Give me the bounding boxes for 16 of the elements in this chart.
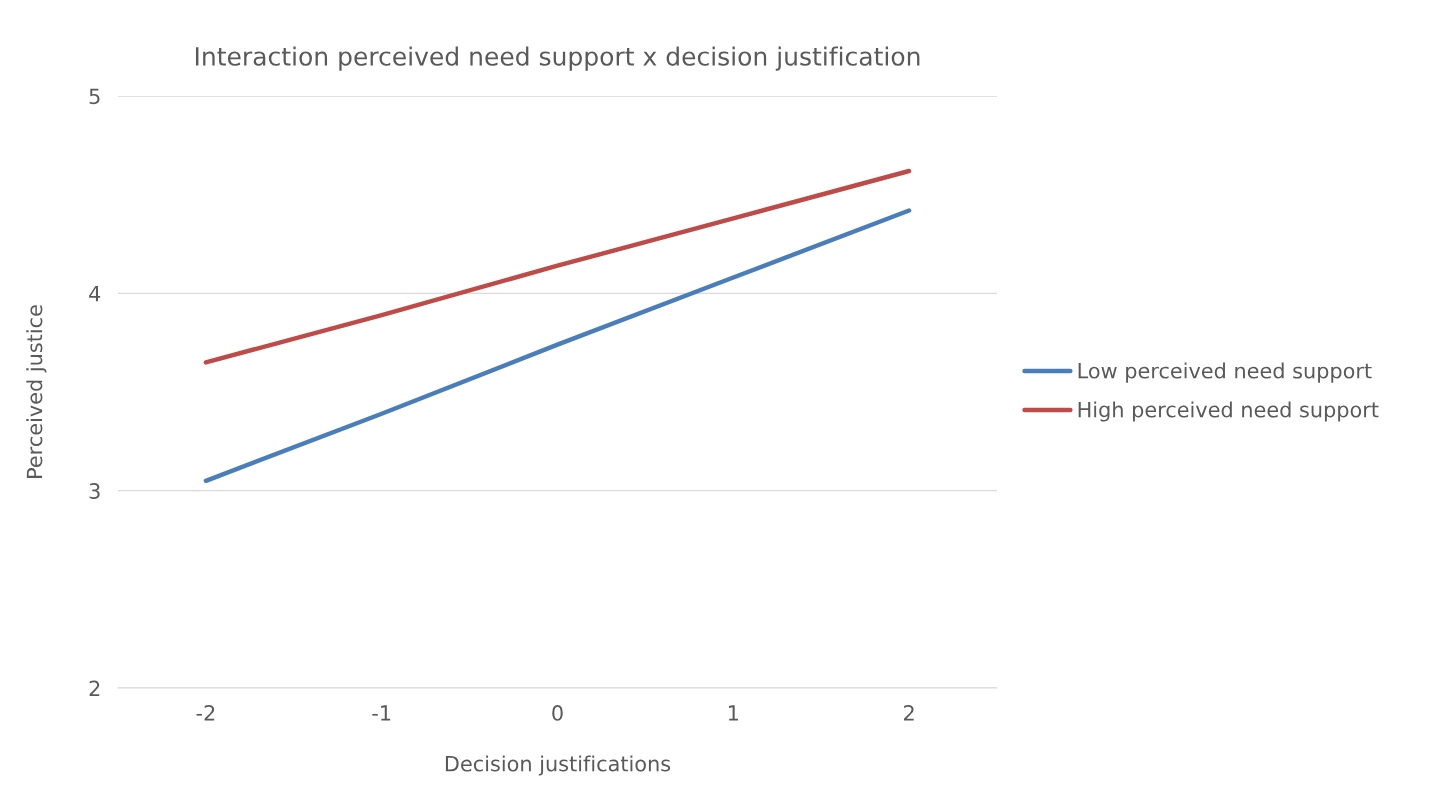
y-tick-label: 4 bbox=[89, 286, 101, 302]
line-series bbox=[203, 168, 912, 365]
legend-label: Low perceived need support bbox=[1078, 362, 1372, 383]
y-tick-label: 2 bbox=[89, 680, 100, 696]
legend-label: High perceived need support bbox=[1078, 401, 1379, 422]
x-tick-label: 0 bbox=[552, 705, 563, 721]
line-series bbox=[203, 208, 912, 484]
x-tick-label: -2 bbox=[196, 705, 215, 721]
x-tick-label: 2 bbox=[904, 705, 914, 721]
y-tick-label: 5 bbox=[89, 88, 100, 105]
y-tick-label: 3 bbox=[89, 483, 100, 499]
x-tick-label: -1 bbox=[372, 705, 391, 721]
y-axis-title: Perceived justice bbox=[26, 305, 47, 478]
x-axis-title: Decision justifications bbox=[445, 755, 671, 776]
chart-title: Interaction perceived need support x decision justification bbox=[195, 46, 920, 71]
x-tick-label: 1 bbox=[728, 705, 738, 721]
